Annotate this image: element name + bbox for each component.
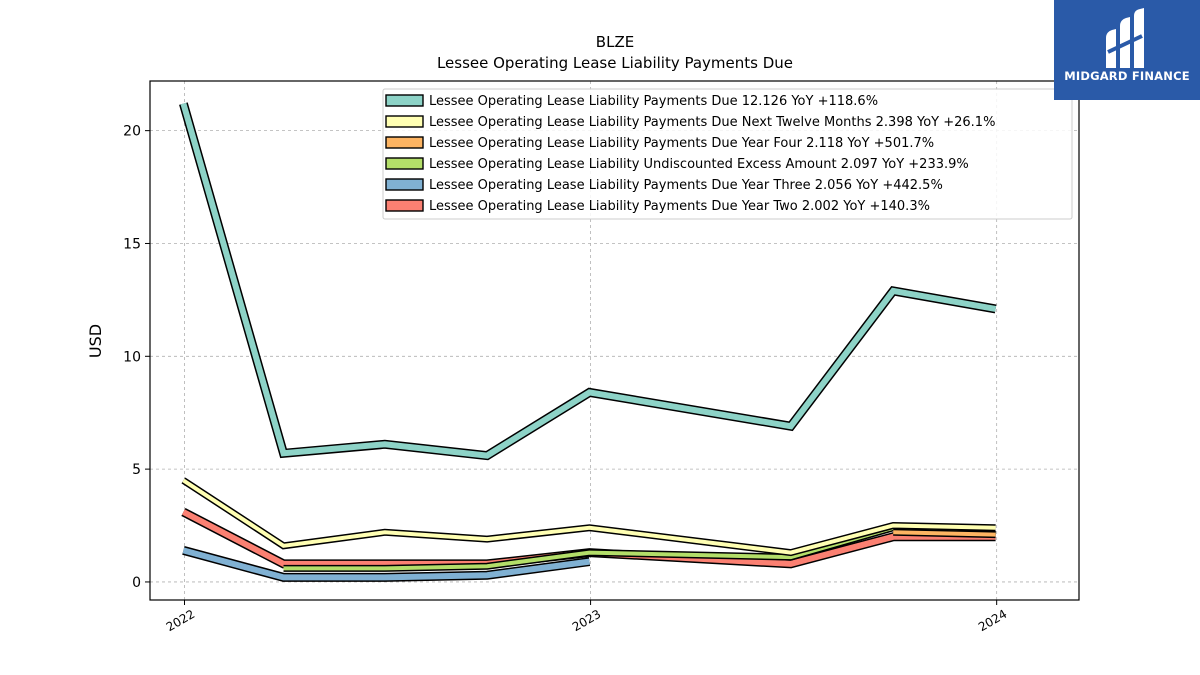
legend-swatch: [385, 94, 424, 107]
chart-subtitle: Lessee Operating Lease Liability Payment…: [437, 54, 793, 72]
y-tick-label: 0: [132, 575, 141, 591]
series-line: [180, 102, 997, 459]
series-layer: [179, 102, 997, 582]
legend-label: Lessee Operating Lease Liability Payment…: [429, 199, 930, 214]
y-tick-label: 5: [132, 462, 141, 478]
legend-label: Lessee Operating Lease Liability Undisco…: [429, 157, 969, 172]
legend-label: Lessee Operating Lease Liability Payment…: [429, 94, 878, 109]
legend-swatch: [385, 199, 424, 212]
x-tick-label: 2024: [976, 607, 1009, 634]
x-tick-label: 2022: [164, 607, 197, 634]
brand-mark-icon: [1106, 8, 1144, 68]
legend-swatch: [385, 157, 424, 170]
y-tick-label: 15: [123, 236, 141, 252]
series-line: [182, 478, 996, 555]
chart-title: BLZE: [596, 33, 634, 51]
y-tick-label: 10: [123, 349, 141, 365]
series-line: [893, 530, 996, 537]
legend-box: [382, 88, 1073, 220]
plot-frame: [149, 80, 1080, 601]
brand-logo: MIDGARD FINANCE: [1054, 0, 1200, 100]
legend-swatch: [385, 178, 424, 191]
y-axis-label: USD: [86, 324, 105, 358]
y-tick-label: 20: [123, 124, 141, 140]
legend-label: Lessee Operating Lease Liability Payment…: [429, 178, 943, 193]
series-line: [182, 547, 590, 581]
x-tick-label: 2023: [570, 607, 603, 634]
legend-label: Lessee Operating Lease Liability Payment…: [429, 115, 995, 130]
legend-label: Lessee Operating Lease Liability Payment…: [429, 136, 934, 151]
legend-swatch: [385, 115, 424, 128]
brand-name: MIDGARD FINANCE: [1064, 69, 1190, 83]
legend-swatch: [385, 136, 424, 149]
legend: Lessee Operating Lease Liability Payment…: [382, 88, 1073, 220]
